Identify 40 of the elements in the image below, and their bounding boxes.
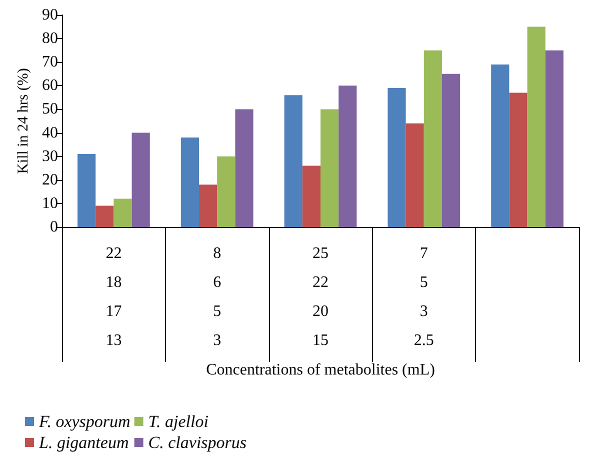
- bar: [388, 88, 406, 227]
- x-tick-label: 8 6 5 3: [213, 245, 222, 349]
- x-tick-label: 22 18 17 13: [106, 245, 122, 349]
- bar: [199, 184, 218, 227]
- bar: [320, 109, 339, 227]
- y-tick-label: 50: [42, 100, 58, 118]
- bar: [442, 74, 460, 227]
- bar: [132, 132, 150, 227]
- bar: [78, 154, 96, 227]
- y-tick-label: 0: [50, 218, 58, 236]
- y-tick-label: 70: [42, 54, 58, 71]
- bar: [509, 92, 528, 227]
- y-tick-label: 10: [42, 194, 58, 212]
- y-tick-label: 40: [42, 124, 58, 142]
- bar: [545, 50, 564, 227]
- y-tick-label: 80: [42, 30, 58, 48]
- bar: [114, 198, 132, 227]
- bar: [527, 26, 546, 227]
- y-axis-title: Kill in 24 hrs (%): [16, 68, 32, 174]
- legend-label: C. clavisporus: [148, 433, 247, 452]
- bar: [406, 123, 424, 227]
- legend-label: L. giganteum: [38, 433, 129, 452]
- y-tick-label: 90: [42, 6, 58, 24]
- bar: [235, 109, 254, 227]
- x-tick-label: 7 5 3 2.5: [414, 245, 434, 349]
- bar: [217, 156, 236, 227]
- legend-label: T. ajelloi: [148, 412, 209, 431]
- x-axis-title: Concentrations of metabolites (mL): [206, 362, 435, 378]
- y-tick-label: 20: [42, 171, 58, 188]
- y-tick-label: 60: [42, 77, 58, 94]
- bar: [284, 95, 302, 227]
- bar: [424, 50, 442, 227]
- bar: [180, 137, 200, 227]
- x-tick-label: 25 22 20 15: [312, 245, 328, 349]
- legend-label: F. oxysporum: [38, 412, 130, 431]
- bar: [491, 64, 510, 227]
- bar: [338, 86, 357, 227]
- bar: [302, 166, 320, 227]
- y-tick-label: 30: [42, 148, 58, 165]
- bar: [96, 206, 114, 227]
